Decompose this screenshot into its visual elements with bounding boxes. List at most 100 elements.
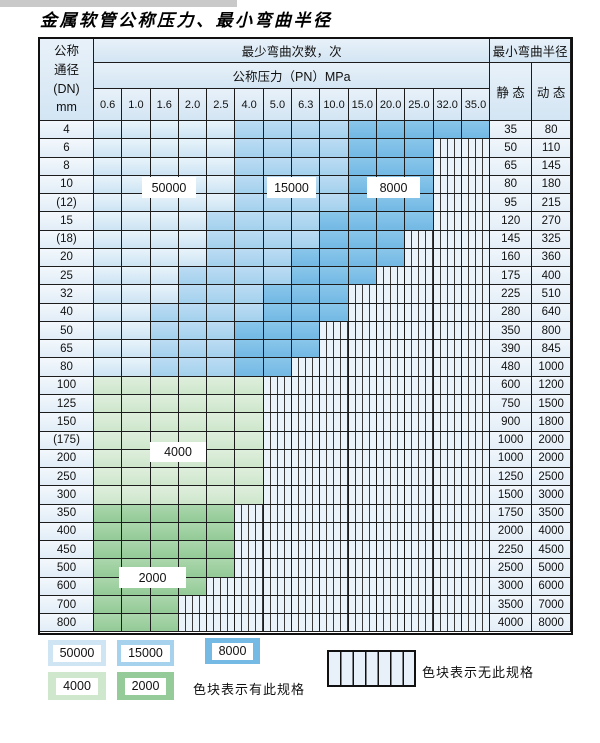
static-value: 1000: [490, 449, 533, 469]
matrix-cell-no-spec: [433, 321, 462, 341]
matrix-cell-no-spec: [348, 413, 377, 432]
matrix-cell-no-spec: [461, 614, 491, 633]
pressure-col-header: 10.0: [320, 89, 349, 121]
matrix-cell-no-spec: [263, 431, 293, 450]
matrix-cell-no-spec: [263, 614, 293, 633]
matrix-cell-no-spec: [433, 394, 462, 414]
matrix-cell-no-spec: [376, 614, 406, 633]
matrix-cell-spec: [405, 212, 434, 231]
legend-swatch-4000: 4000: [48, 672, 106, 700]
dn-cell: 40: [40, 303, 94, 322]
matrix-cell-spec: [122, 394, 151, 414]
matrix-cell-no-spec: [376, 449, 406, 469]
matrix-cell-no-spec: [461, 358, 491, 377]
legend-no-spec-swatch: [327, 650, 416, 687]
matrix-cell-spec: [263, 321, 293, 341]
matrix-cell-spec: [178, 321, 208, 341]
matrix-cell-spec: [94, 486, 123, 505]
matrix-cell-no-spec: [376, 285, 406, 304]
matrix-cell-spec: [150, 541, 179, 560]
matrix-cell-spec: [178, 468, 208, 487]
matrix-cell-no-spec: [405, 522, 434, 542]
static-value: 3000: [490, 577, 533, 596]
dn-cell: 8: [40, 157, 94, 176]
matrix-cell-spec: [376, 212, 406, 231]
matrix-cell-no-spec: [292, 595, 321, 615]
matrix-cell-spec: [235, 321, 264, 341]
matrix-cell-no-spec: [320, 559, 349, 578]
matrix-cell-spec: [122, 248, 151, 268]
matrix-cell-spec: [235, 449, 264, 469]
pressure-col-header: 5.0: [263, 89, 293, 121]
matrix-cell-spec: [207, 504, 236, 523]
matrix-cell-no-spec: [348, 522, 377, 542]
matrix-cell-spec: [94, 212, 123, 231]
legend-swatch-2000: 2000: [117, 672, 174, 700]
matrix-cell-spec: [235, 468, 264, 487]
matrix-cell-spec: [461, 121, 491, 140]
matrix-cell-spec: [178, 303, 208, 322]
matrix-cell-spec: [263, 340, 293, 359]
matrix-cell-no-spec: [433, 267, 462, 286]
matrix-cell-spec: [178, 504, 208, 523]
matrix-cell-no-spec: [292, 413, 321, 432]
matrix-cell-no-spec: [461, 340, 491, 359]
matrix-cell-spec: [405, 139, 434, 158]
pressure-col-header: 25.0: [405, 89, 434, 121]
matrix-cell-no-spec: [405, 541, 434, 560]
matrix-cell-spec: [178, 522, 208, 542]
matrix-cell-spec: [150, 522, 179, 542]
dynamic-value: 1800: [532, 413, 572, 432]
matrix-cell-spec: [122, 139, 151, 158]
matrix-cell-spec: [94, 340, 123, 359]
matrix-cell-spec: [207, 468, 236, 487]
matrix-cell-no-spec: [461, 468, 491, 487]
matrix-cell-spec: [207, 486, 236, 505]
matrix-cell-no-spec: [405, 267, 434, 286]
dynamic-value: 8000: [532, 614, 572, 633]
cycles-label-50000: 50000: [142, 177, 196, 198]
matrix-cell-no-spec: [320, 431, 349, 450]
radius-header: 最小弯曲半径: [490, 39, 572, 63]
matrix-cell-spec: [207, 449, 236, 469]
matrix-cell-no-spec: [320, 541, 349, 560]
matrix-cell-no-spec: [405, 340, 434, 359]
matrix-cell-spec: [150, 340, 179, 359]
matrix-cell-spec: [94, 413, 123, 432]
matrix-cell-no-spec: [405, 230, 434, 249]
matrix-cell-spec: [150, 230, 179, 249]
dynamic-value: 1200: [532, 376, 572, 395]
matrix-cell-no-spec: [433, 248, 462, 268]
matrix-cell-no-spec: [235, 595, 264, 615]
matrix-cell-no-spec: [320, 468, 349, 487]
matrix-cell-spec: [235, 194, 264, 213]
matrix-cell-spec: [150, 248, 179, 268]
static-value: 2000: [490, 522, 533, 542]
matrix-cell-spec: [178, 358, 208, 377]
dn-header-line2: 通径: [53, 62, 79, 77]
matrix-cell-spec: [94, 595, 123, 615]
matrix-cell-spec: [235, 431, 264, 450]
matrix-cell-spec: [150, 595, 179, 615]
top-grey-strip: [0, 0, 237, 7]
matrix-cell-spec: [94, 175, 123, 195]
matrix-cell-spec: [94, 376, 123, 395]
static-value: 65: [490, 157, 533, 176]
dynamic-value: 640: [532, 303, 572, 322]
matrix-cell-spec: [178, 376, 208, 395]
matrix-cell-no-spec: [320, 449, 349, 469]
static-value: 480: [490, 358, 533, 377]
matrix-cell-no-spec: [320, 321, 349, 341]
matrix-cell-spec: [207, 431, 236, 450]
matrix-cell-spec: [263, 285, 293, 304]
matrix-cell-no-spec: [292, 559, 321, 578]
matrix-cell-spec: [405, 194, 434, 213]
static-value: 2500: [490, 559, 533, 578]
static-value: 80: [490, 175, 533, 195]
matrix-cell-no-spec: [348, 595, 377, 615]
matrix-cell-no-spec: [461, 522, 491, 542]
matrix-cell-spec: [263, 139, 293, 158]
dn-cell: 150: [40, 413, 94, 432]
matrix-cell-spec: [122, 157, 151, 176]
dynamic-value: 510: [532, 285, 572, 304]
